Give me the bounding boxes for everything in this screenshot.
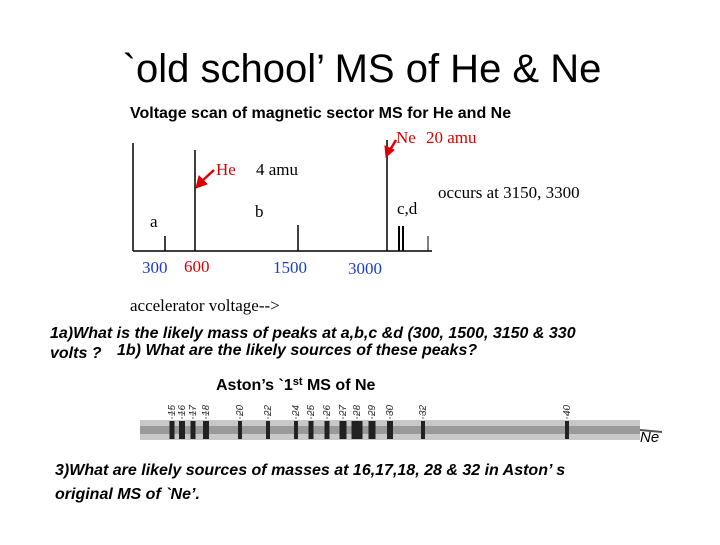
- mass-label: 20: [235, 404, 246, 417]
- spectrum-line: [308, 421, 314, 439]
- plate-tail: [639, 429, 663, 433]
- spectrum-line: [351, 421, 363, 439]
- question-text: volts ?: [50, 345, 102, 362]
- ne-label: Ne: [396, 128, 416, 147]
- mass-label: 30: [385, 404, 396, 416]
- aston-element: Ne: [640, 429, 659, 446]
- aston-title-part: Aston’s `1: [216, 377, 293, 394]
- he-label: He: [216, 160, 236, 179]
- x-title: accelerator voltage-->: [130, 296, 280, 315]
- aston-title: Aston’s `1st MS of Ne: [216, 376, 376, 394]
- arrow: [201, 169, 215, 182]
- question-text: 3)What are likely sources of masses at 1…: [55, 462, 565, 479]
- spectrum-line: [238, 421, 242, 439]
- spectrum-line: [368, 421, 376, 439]
- spectrum-line: [565, 421, 569, 439]
- mass-label: 32: [418, 404, 429, 416]
- spectrum-line: [203, 421, 209, 439]
- mass-label: 26: [322, 404, 333, 417]
- mass-label: 27: [338, 404, 349, 417]
- spectrum-line: [324, 421, 330, 439]
- title: `old school’ MS of He & Ne: [123, 47, 602, 91]
- mass-label: 18: [201, 404, 212, 416]
- question-text: original MS of `Ne’.: [55, 486, 200, 503]
- arrow-head: [384, 145, 395, 159]
- mass-label: 40: [562, 404, 573, 416]
- mass-label: 24: [291, 404, 302, 417]
- question-text: 1a)What is the likely mass of peaks at a…: [50, 325, 576, 342]
- mass-label: 16: [177, 404, 188, 416]
- spectrum-line: [169, 421, 175, 439]
- arrows: [195, 139, 398, 189]
- mass-label: 28: [352, 404, 363, 417]
- mass-label: 29: [367, 404, 378, 417]
- x-label: 3000: [348, 259, 382, 278]
- ne-mass: 20 amu: [426, 128, 477, 147]
- spectrum-line: [179, 421, 185, 439]
- x-label: 600: [184, 257, 210, 276]
- spectrum-line: [387, 421, 393, 439]
- peak-label: a: [150, 212, 158, 231]
- spectrum-figure: [132, 140, 432, 252]
- mass-label: 17: [188, 404, 199, 416]
- mass-label: 25: [306, 404, 317, 417]
- peak-label: c,d: [397, 199, 418, 218]
- mass-label: 15: [167, 404, 178, 416]
- he-mass: 4 amu: [256, 160, 299, 179]
- x-label: 300: [142, 258, 168, 277]
- spectrum-line: [294, 421, 298, 439]
- note: occurs at 3150, 3300: [438, 183, 580, 202]
- aston-title-sup: st: [293, 376, 303, 388]
- aston-title-part: MS of Ne: [303, 377, 376, 394]
- spectrum-line: [266, 421, 270, 439]
- peak-label: b: [255, 202, 264, 221]
- mass-label: 22: [263, 404, 274, 417]
- question-text: 1b) What are the likely sources of these…: [117, 342, 477, 359]
- spectrum-line: [421, 421, 425, 439]
- x-label: 1500: [273, 258, 307, 277]
- aston-spectrum: 15 16 17 18 20 22 24 25 26 27 28 29 30 32 40: [140, 404, 663, 440]
- spectrum-line: [190, 421, 196, 439]
- arrow-head: [195, 175, 208, 189]
- figure-caption: Voltage scan of magnetic sector MS for H…: [130, 105, 511, 122]
- spectrum-line: [339, 421, 347, 439]
